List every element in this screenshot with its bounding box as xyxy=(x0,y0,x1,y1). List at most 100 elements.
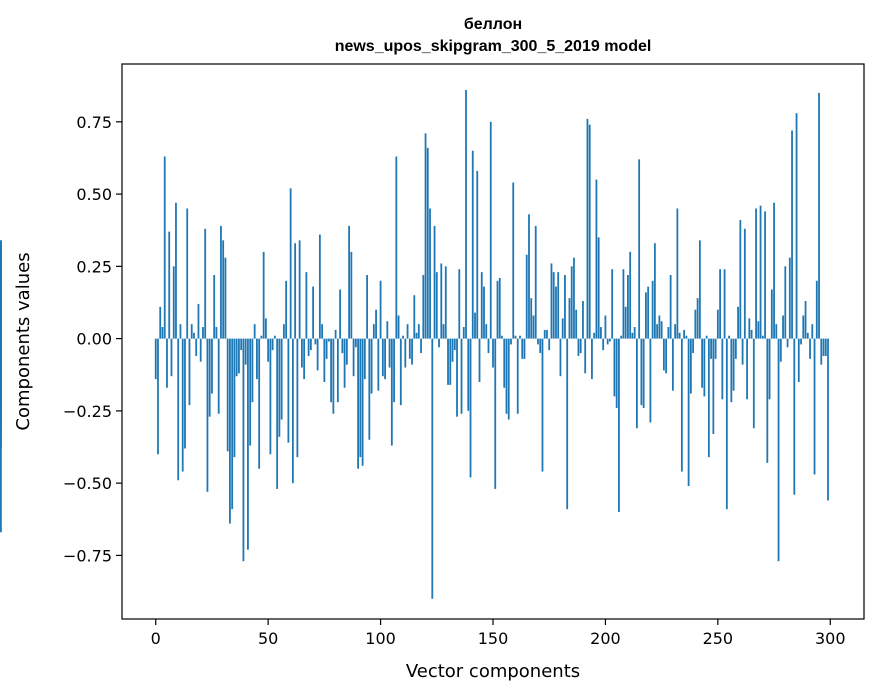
bar-194 xyxy=(591,338,593,380)
bar-30 xyxy=(222,240,225,339)
bar-90 xyxy=(357,338,359,469)
bar-93 xyxy=(363,338,366,380)
bar-43 xyxy=(251,338,254,403)
bar-273 xyxy=(768,338,771,400)
bar-281 xyxy=(786,338,789,348)
bar-151 xyxy=(494,338,497,489)
bar-9 xyxy=(175,202,177,339)
bar-83 xyxy=(341,338,344,354)
bar-47 xyxy=(260,335,263,339)
bar-121 xyxy=(426,147,429,339)
bar-223 xyxy=(656,324,659,339)
bar-62 xyxy=(294,243,297,339)
bar-114 xyxy=(411,338,413,365)
bar-120 xyxy=(424,133,427,339)
bar-291 xyxy=(809,338,811,359)
bar-270 xyxy=(761,335,764,339)
bar-32 xyxy=(226,338,229,452)
bar-140 xyxy=(469,338,472,478)
bar-103 xyxy=(386,321,389,339)
bar-208 xyxy=(622,269,625,339)
bar-286 xyxy=(797,338,800,382)
y-tick-label: 0.25 xyxy=(76,257,112,276)
bar-40 xyxy=(244,338,247,365)
bar-75 xyxy=(323,338,326,382)
bar-199 xyxy=(602,338,605,351)
bar-283 xyxy=(791,130,793,339)
bar-136 xyxy=(460,338,463,414)
bar-17 xyxy=(193,332,195,339)
bar-49 xyxy=(265,318,267,339)
bar-162 xyxy=(519,335,521,339)
bar-8 xyxy=(172,266,175,339)
bar-246 xyxy=(707,338,710,458)
bar-57 xyxy=(282,324,285,339)
bar-95 xyxy=(368,338,371,440)
x-tick-label: 50 xyxy=(258,629,278,648)
bar-143 xyxy=(476,170,479,339)
bar-85 xyxy=(345,338,348,365)
bar-234 xyxy=(680,338,683,472)
bar-275 xyxy=(773,202,775,339)
bar-150 xyxy=(492,338,494,368)
bar-206 xyxy=(618,338,620,513)
bar-38 xyxy=(240,338,243,351)
bar-216 xyxy=(640,338,643,406)
chart-title-line1: беллон xyxy=(464,16,522,33)
bar-201 xyxy=(606,338,609,345)
bar-133 xyxy=(453,338,456,351)
bar-14 xyxy=(186,208,189,339)
bar-18 xyxy=(195,338,198,356)
bar-91 xyxy=(359,338,362,458)
bar-190 xyxy=(582,301,584,339)
bar-3 xyxy=(161,327,164,339)
bar-56 xyxy=(280,338,283,420)
bar-48 xyxy=(262,251,265,339)
bar-52 xyxy=(271,338,274,351)
bar-84 xyxy=(343,338,346,388)
bar-108 xyxy=(397,315,400,339)
bar-204 xyxy=(613,338,616,397)
bar-265 xyxy=(750,329,753,339)
bar-179 xyxy=(557,272,560,339)
bar-153 xyxy=(498,277,501,339)
bar-101 xyxy=(381,338,384,377)
bar-227 xyxy=(665,338,668,374)
bar-210 xyxy=(627,275,629,339)
bar-51 xyxy=(269,338,272,455)
bar-87 xyxy=(350,251,353,339)
bar-157 xyxy=(507,338,510,420)
bar-296 xyxy=(820,338,823,365)
bar-251 xyxy=(719,269,721,339)
bar-113 xyxy=(408,338,411,359)
bar-195 xyxy=(593,332,596,339)
bar-99 xyxy=(377,338,380,391)
bar-256 xyxy=(730,338,733,403)
bar-295 xyxy=(818,92,820,339)
bar-42 xyxy=(249,338,252,446)
bar-207 xyxy=(620,335,623,339)
bar-131 xyxy=(449,338,452,385)
bar-159 xyxy=(512,182,515,339)
bar-88 xyxy=(352,338,355,377)
bar-24 xyxy=(208,338,211,417)
bar-282 xyxy=(788,257,791,339)
chart-title-line2: news_upos_skipgram_300_5_2019 model xyxy=(335,38,652,55)
bar-107 xyxy=(395,156,398,339)
bar-239 xyxy=(692,338,695,354)
bar-230 xyxy=(671,338,674,391)
bar-111 xyxy=(404,338,407,368)
bar-145 xyxy=(480,272,483,339)
bar-214 xyxy=(636,338,638,429)
bar-33 xyxy=(229,338,231,524)
bar-50 xyxy=(267,338,270,362)
bar-165 xyxy=(525,254,528,339)
bar-82 xyxy=(339,289,341,339)
bar-255 xyxy=(728,335,730,339)
bar-250 xyxy=(716,309,719,339)
bar-115 xyxy=(413,295,416,339)
bar-29 xyxy=(220,225,222,339)
bar-69 xyxy=(309,338,312,351)
bar-16 xyxy=(190,324,193,339)
